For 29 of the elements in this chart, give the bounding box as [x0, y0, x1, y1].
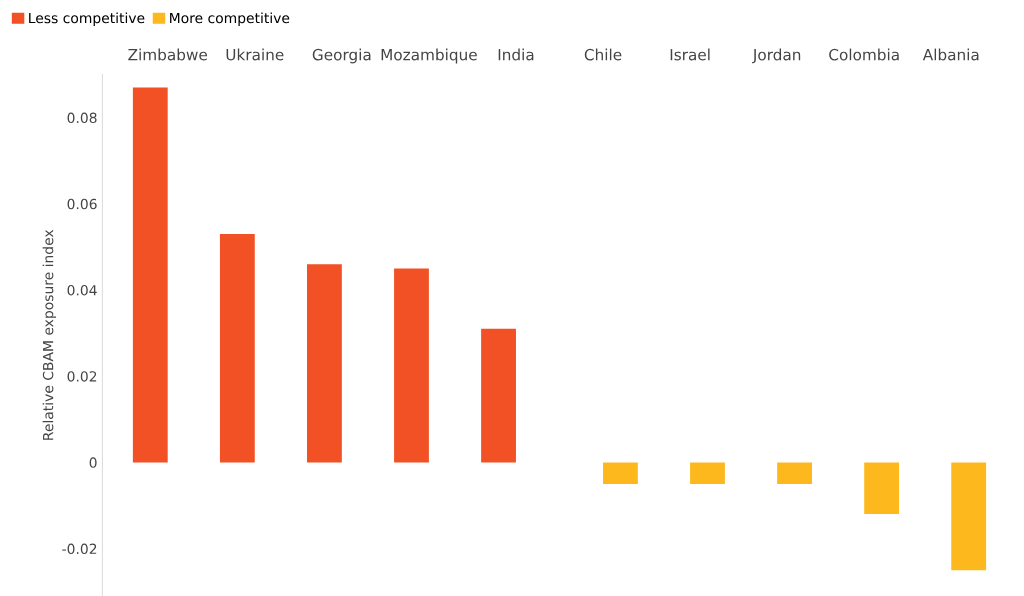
- bar: [481, 328, 516, 463]
- y-tick-label: 0.06: [67, 198, 97, 210]
- bar: [307, 264, 342, 463]
- x-tick-label: Zimbabwe: [128, 48, 208, 61]
- x-tick-label: Colombia: [829, 48, 899, 61]
- y-tick-label: -0.02: [62, 543, 97, 555]
- x-tick-label: Georgia: [312, 48, 371, 64]
- y-tick-label: 0: [89, 457, 97, 468]
- y-tick-label: 0.04: [67, 284, 97, 296]
- x-tick-label: Mozambique: [381, 48, 477, 64]
- x-tick-label: Chile: [584, 48, 622, 61]
- bar: [394, 268, 429, 463]
- bar: [951, 462, 987, 571]
- x-tick-label: Albania: [922, 48, 979, 61]
- y-tick-label: 0.08: [67, 112, 97, 124]
- y-tick-label: 0.02: [67, 371, 97, 382]
- bar: [603, 462, 638, 484]
- bar: [690, 462, 725, 484]
- x-tick-label: Israel: [670, 48, 710, 61]
- x-tick-label: India: [498, 48, 534, 61]
- y-axis-title: Relative CBAM exposure index: [42, 229, 57, 440]
- bar: [219, 233, 255, 463]
- legend-label: More competitive: [170, 12, 290, 26]
- x-tick-label: Ukraine: [226, 48, 284, 61]
- bar: [132, 87, 168, 463]
- x-tick-label: Jordan: [752, 48, 801, 64]
- legend-label: Less competitive: [29, 12, 145, 26]
- bar: [777, 462, 812, 484]
- bar: [864, 462, 900, 515]
